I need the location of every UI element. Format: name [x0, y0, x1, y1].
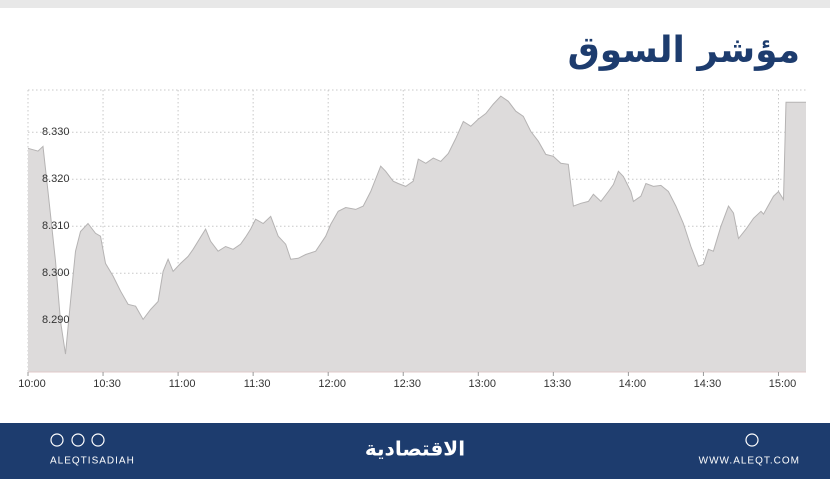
y-tick-label: 8.300 — [42, 267, 70, 279]
footer-logo: الاقتصادية — [365, 437, 465, 461]
x-tick-label: 14:30 — [694, 378, 722, 390]
social-icons — [50, 433, 759, 447]
chart-title: مؤشر السوق — [568, 30, 800, 71]
top-band — [0, 0, 830, 8]
x-tick-label: 10:30 — [93, 378, 121, 390]
x-tick-label: 11:00 — [169, 378, 196, 390]
plot: 8.290 8.300 8.310 8.320 8.330 10:00 10:30 11:00… — [18, 89, 806, 390]
y-tick-label: 8.320 — [42, 173, 70, 185]
x-tick-label: 11:30 — [244, 378, 271, 390]
y-tick-label: 8.290 — [42, 314, 70, 326]
footer-bar — [0, 423, 830, 479]
x-tick-label: 12:00 — [318, 378, 346, 390]
area-fill — [28, 96, 806, 372]
y-tick-label: 8.330 — [42, 126, 70, 138]
x-tick-label: 13:30 — [544, 378, 572, 390]
footer-handle: ALEQTISADIAH — [50, 456, 135, 467]
area-line — [27, 95, 806, 355]
x-tick-label: 13:00 — [469, 378, 497, 390]
x-tick-label: 10:00 — [18, 378, 46, 390]
footer-url: WWW.ALEQT.COM — [699, 456, 800, 467]
x-tick-label: 12:30 — [393, 378, 421, 390]
y-tick-label: 8.310 — [42, 220, 70, 232]
x-tick-label: 14:00 — [619, 378, 647, 390]
x-tick-label: 15:00 — [769, 378, 797, 390]
